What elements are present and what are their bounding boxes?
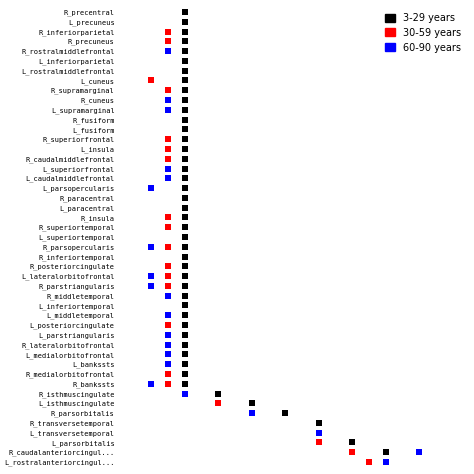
Legend: 3-29 years, 30-59 years, 60-90 years: 3-29 years, 30-59 years, 60-90 years (382, 9, 465, 56)
